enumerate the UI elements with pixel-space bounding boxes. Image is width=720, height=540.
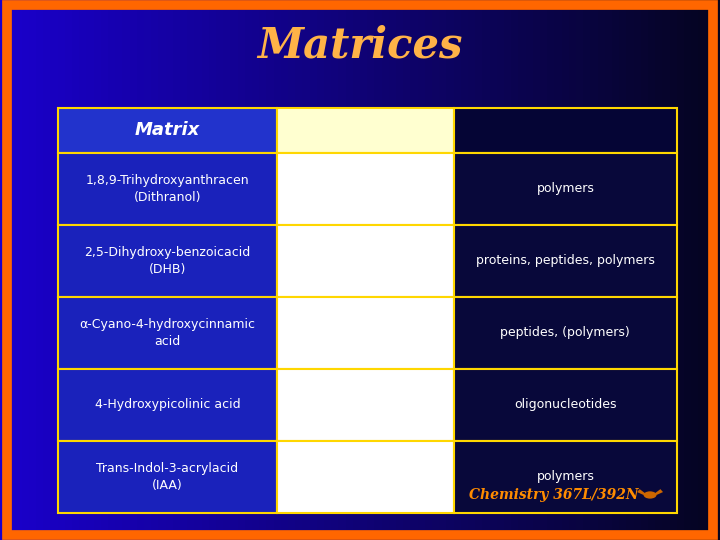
Bar [58, 152, 277, 225]
Bar [454, 225, 677, 297]
Text: oligonucleotides: oligonucleotides [514, 399, 616, 411]
Text: α-Cyano-4-hydroxycinnamic
acid: α-Cyano-4-hydroxycinnamic acid [79, 318, 256, 348]
Text: polymers: polymers [536, 182, 594, 195]
Bar [454, 152, 677, 225]
Bar [277, 108, 454, 152]
Bar [454, 297, 677, 369]
Polygon shape [637, 489, 646, 495]
Text: Trans-Indol-3-acrylacid
(IAA): Trans-Indol-3-acrylacid (IAA) [96, 462, 238, 492]
Bar [454, 441, 677, 513]
Polygon shape [654, 489, 663, 495]
Ellipse shape [644, 491, 657, 498]
Bar [277, 152, 454, 225]
Text: 2,5-Dihydroxy-benzoicacid
(DHB): 2,5-Dihydroxy-benzoicacid (DHB) [84, 246, 251, 276]
Text: Matrix: Matrix [135, 122, 200, 139]
Text: proteins, peptides, polymers: proteins, peptides, polymers [476, 254, 654, 267]
Text: Chemistry 367L/392N: Chemistry 367L/392N [469, 488, 639, 502]
Bar [58, 297, 277, 369]
Text: Matrices: Matrices [257, 25, 463, 67]
Text: 4-Hydroxypicolinic acid: 4-Hydroxypicolinic acid [95, 399, 240, 411]
Bar [277, 225, 454, 297]
Text: peptides, (polymers): peptides, (polymers) [500, 326, 630, 339]
Text: 1,8,9-Trihydroxyanthracen
(Dithranol): 1,8,9-Trihydroxyanthracen (Dithranol) [86, 173, 249, 204]
Bar [277, 441, 454, 513]
Bar [454, 369, 677, 441]
Bar [58, 369, 277, 441]
Bar [58, 225, 277, 297]
Bar [277, 297, 454, 369]
Bar [454, 108, 677, 152]
Bar [277, 369, 454, 441]
Bar [58, 441, 277, 513]
Text: polymers: polymers [536, 470, 594, 483]
Bar [58, 108, 277, 152]
